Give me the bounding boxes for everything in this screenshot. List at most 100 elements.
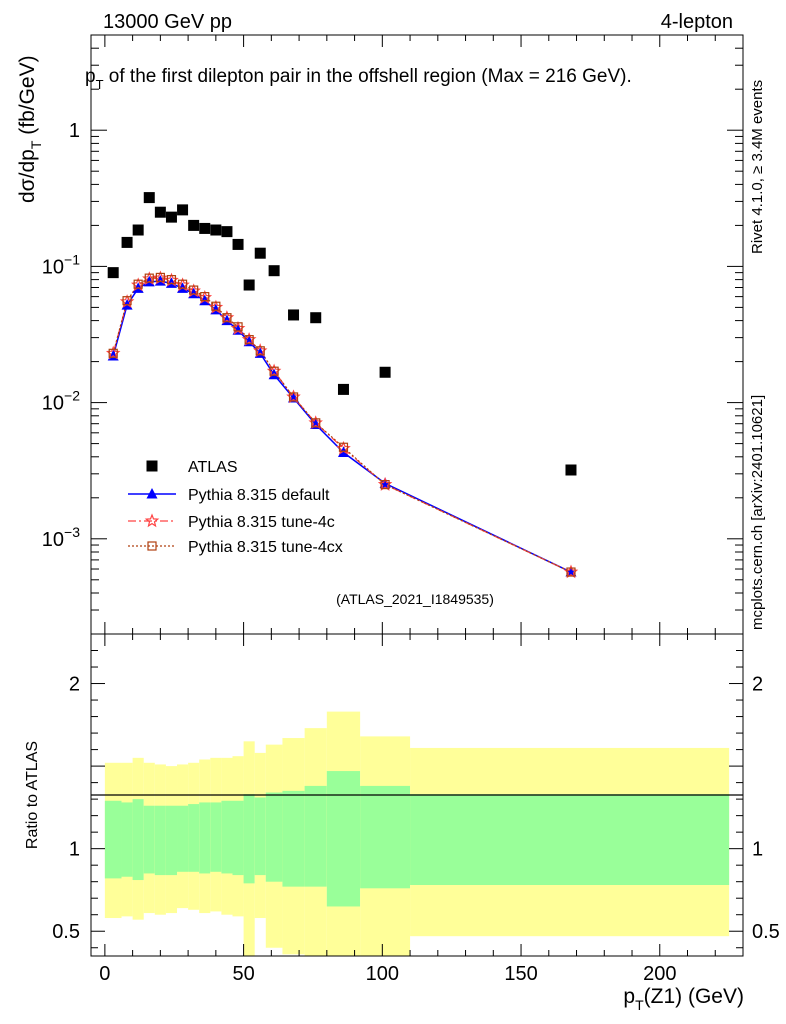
- ratio-y-axis-label: Ratio to ATLAS: [24, 741, 41, 849]
- series-line-3: [112, 276, 572, 573]
- data-point-open-square: [311, 418, 321, 428]
- data-point-square: [143, 192, 155, 204]
- data-point-square: [154, 206, 166, 218]
- data-point-open-square: [211, 301, 221, 311]
- ratio-band-inner: [188, 804, 200, 872]
- ratio-y-tick-label-right: 1: [752, 839, 763, 861]
- plot-title: pT of the first dilepton pair in the off…: [85, 66, 632, 92]
- x-axis-label-main: p: [623, 985, 635, 1008]
- data-point-open-square: [166, 274, 177, 285]
- ratio-band-inner: [326, 771, 361, 907]
- data-point-square: [310, 312, 322, 324]
- series-line-1: [112, 280, 572, 573]
- data-point-square: [107, 267, 119, 279]
- data-point-open-square: [108, 348, 118, 358]
- data-point-open-square: [380, 480, 390, 490]
- y-tick-label-exp: −1: [64, 251, 80, 267]
- y-tick-label-base: 10: [42, 256, 64, 278]
- legend-marker-triangle: [146, 488, 158, 499]
- main-y-axis-label: dσ/dpT (fb/GeV): [16, 55, 44, 203]
- ratio-band-inner: [221, 800, 233, 874]
- ratio-band-inner: [104, 800, 122, 879]
- main-y-axis-label-main: dσ/dp: [16, 149, 39, 203]
- main-y-axis-label-unit: (fb/GeV): [16, 55, 39, 140]
- data-point-open-square: [244, 335, 254, 345]
- data-point-square: [243, 279, 255, 291]
- watermark: (ATLAS_2021_I1849535): [336, 591, 494, 607]
- ratio-y-tick-label: 2: [69, 674, 80, 696]
- data-point-open-square: [189, 285, 199, 295]
- legend-label: ATLAS: [188, 459, 238, 476]
- plot-title-main: p: [85, 66, 96, 87]
- ratio-y-tick-label-right: 2: [752, 674, 763, 696]
- ratio-panel: 0.5 0.5 1 1 2 2 0 50 100 150 200 Ratio to ATLAS p…: [24, 633, 780, 1013]
- ratio-band-inner: [243, 794, 255, 884]
- header-left: 13000 GeV pp: [103, 11, 232, 33]
- ratio-band-inner: [199, 802, 211, 874]
- ratio-ytick-labels: 0.5 0.5 1 1 2 2: [52, 674, 780, 944]
- data-point-square: [199, 222, 211, 234]
- data-point-open-square: [155, 272, 165, 283]
- ratio-band-inner: [265, 792, 283, 882]
- ratio-y-tick-label: 1: [69, 839, 80, 861]
- plot-title-sub: T: [96, 77, 104, 92]
- ratio-y-tick-label-right: 0.5: [752, 921, 780, 943]
- ratio-band-inner: [121, 802, 133, 877]
- x-axis-label-rest: (Z1) (GeV): [644, 985, 744, 1008]
- data-point-square: [165, 211, 177, 223]
- data-point-open-square: [288, 392, 299, 402]
- main-panel: 110−110−210−3 dσ/dpT (fb/GeV) (ATLAS_202…: [16, 34, 744, 635]
- data-point-open-square: [255, 346, 265, 356]
- plot-title-rest: of the first dilepton pair in the offshe…: [104, 66, 632, 87]
- legend-marker-star: [144, 513, 160, 528]
- ratio-band-inner: [143, 805, 155, 874]
- ratio-band-inner: [154, 805, 166, 876]
- x-tick-label: 100: [366, 963, 399, 985]
- ratio-panel-frame: [90, 633, 744, 957]
- data-point-open-square: [144, 273, 154, 283]
- ratio-band-inner: [410, 794, 730, 885]
- data-point-square: [177, 204, 189, 216]
- ratio-band-inner: [282, 790, 305, 887]
- ratio-band-inner: [210, 802, 222, 872]
- data-point-open-square: [200, 292, 210, 302]
- data-point-open-square: [122, 296, 132, 306]
- data-point-square: [121, 236, 133, 248]
- data-point-open-square: [269, 366, 279, 376]
- data-point-open-square: [233, 322, 243, 332]
- header-right: 4-lepton: [661, 11, 733, 33]
- legend-label: Pythia 8.315 tune-4c: [188, 514, 335, 531]
- main-y-axis-label-sub: T: [28, 140, 44, 149]
- legend-marker-open-square: [147, 541, 157, 551]
- ratio-band-inner: [165, 805, 178, 876]
- data-point-square: [565, 464, 577, 476]
- y-tick-label: 10−2: [42, 388, 80, 415]
- x-tick-label: 0: [99, 963, 110, 985]
- ratio-band-inner: [177, 805, 189, 872]
- ratio-band-inner: [232, 800, 244, 876]
- ratio-band-inner: [254, 797, 266, 876]
- data-point-square: [379, 366, 391, 378]
- y-tick-label-exp: −2: [64, 388, 80, 404]
- data-point-square: [210, 224, 222, 236]
- ratio-band-inner: [360, 785, 411, 889]
- data-point-open-square: [133, 279, 143, 289]
- data-point-square: [254, 247, 266, 259]
- legend-label: Pythia 8.315 tune-4cx: [188, 539, 343, 556]
- mcplots-label: mcplots.cern.ch [arXiv:2401.10621]: [749, 395, 766, 630]
- data-point-open-square: [338, 442, 349, 452]
- rivet-label: Rivet 4.1.0, ≥ 3.4M events: [749, 80, 766, 254]
- data-point-square: [268, 265, 280, 277]
- y-tick-label: 1: [69, 120, 80, 142]
- main-panel-ytick-labels: 110−110−210−3: [42, 120, 80, 551]
- y-tick-label-base: 10: [42, 393, 64, 415]
- data-point-square: [232, 238, 244, 250]
- ratio-band-inner: [132, 799, 144, 881]
- x-tick-label: 200: [643, 963, 676, 985]
- x-axis-label-sub: T: [635, 997, 644, 1013]
- ratio-y-tick-label: 0.5: [52, 921, 80, 943]
- y-tick-label-exp: −3: [64, 524, 80, 540]
- legend-marker-square: [146, 460, 158, 472]
- main-panel-ticks: [91, 34, 743, 635]
- x-tick-labels: 0 50 100 150 200: [99, 963, 676, 985]
